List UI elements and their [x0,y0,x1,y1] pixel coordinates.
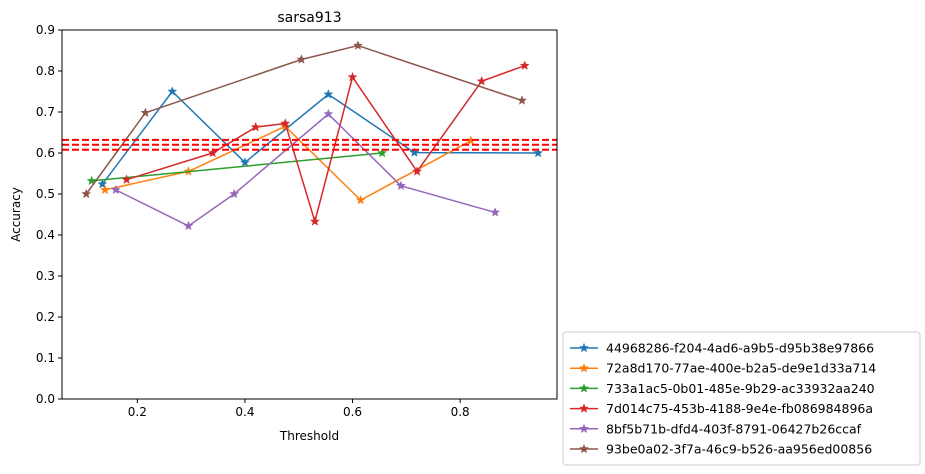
legend-label-4: 8bf5b71b-dfd4-403f-8791-06427b26ccaf [606,421,862,436]
data-point-5-0 [81,188,92,199]
legend-label-0: 44968286-f204-4ad6-a9b5-d95b38e97866 [606,341,874,356]
data-point-5-1 [140,107,151,118]
data-point-3-0 [121,174,132,184]
series-layer [62,40,557,231]
y-tick-label-3: 0.3 [36,269,55,283]
data-point-5-2 [296,54,307,64]
legend-marker-4 [578,423,590,434]
x-axis-label: Threshold [279,429,339,443]
legend-marker-2 [578,383,590,393]
y-tick-label-9: 0.9 [36,23,55,37]
y-tick-label-0: 0.0 [36,392,55,406]
data-point-2-1 [377,147,388,158]
legend-marker-0 [578,342,590,353]
data-point-3-6 [412,166,423,176]
legend-label-5: 93be0a02-3f7a-46c9-b526-aa956ed00856 [606,442,872,457]
data-point-3-3 [280,118,291,128]
series-5 [81,40,528,199]
legend-label-1: 72a8d170-77ae-400e-b2a5-de9e1d33a714 [606,361,876,376]
data-point-3-8 [519,60,530,70]
series-3 [121,60,530,226]
data-point-3-4 [309,216,320,226]
legend-box [562,331,921,466]
data-point-3-5 [347,71,358,82]
legend-marker-1 [578,362,590,373]
y-tick-label-2: 0.2 [36,310,55,324]
series-4 [110,108,501,231]
y-axis-label: Accuracy [9,187,23,242]
data-point-0-4 [409,147,420,157]
x-tick-label-1: 0.4 [235,405,254,419]
y-tick-label-8: 0.8 [36,64,55,78]
series-line-4 [115,113,496,227]
y-tick-label-7: 0.7 [36,105,55,119]
y-tick-label-1: 0.1 [36,351,55,365]
data-point-3-1 [207,147,218,158]
legend: 44968286-f204-4ad6-a9b5-d95b38e97866 72a8… [562,331,921,466]
axes-frame [61,29,558,400]
y-axis: 0.0 0.1 0.2 0.3 0.4 0.5 0.6 0.7 0.8 0.9 [36,23,62,406]
data-point-4-0 [110,184,121,195]
legend-label-2: 733a1ac5-0b01-485e-9b29-ac33932aa240 [606,381,875,396]
data-point-4-4 [395,180,407,191]
plot-area [62,40,557,231]
data-point-4-3 [323,108,334,119]
legend-marker-3 [578,403,590,413]
data-point-3-7 [476,75,487,86]
data-point-5-4 [516,95,528,105]
data-point-0-1 [167,86,178,96]
legend-label-3: 7d014c75-453b-4188-9e4e-fb086984896a [606,401,873,416]
data-point-4-2 [229,188,240,199]
data-point-0-0 [97,178,108,189]
series-0 [97,86,544,189]
y-tick-label-4: 0.4 [36,228,55,242]
data-point-2-0 [86,175,97,186]
chart-title: sarsa913 [277,10,341,26]
y-tick-label-5: 0.5 [36,187,55,201]
data-point-4-5 [490,207,501,217]
data-point-3-2 [250,121,261,132]
x-tick-label-3: 0.8 [451,405,470,419]
legend-marker-5 [578,443,590,454]
y-tick-label-6: 0.6 [36,146,55,160]
x-axis: 0.2 0.4 0.6 0.8 [128,399,470,419]
x-tick-label-0: 0.2 [128,405,147,419]
data-point-0-3 [323,89,334,99]
data-point-4-1 [183,220,194,231]
series-line-1 [104,125,472,201]
x-tick-label-2: 0.6 [343,405,362,419]
data-point-0-5 [533,147,544,158]
data-point-0-2 [239,157,250,167]
data-point-1-0 [99,184,111,195]
data-point-5-3 [352,40,363,50]
data-point-1-3 [355,194,366,205]
